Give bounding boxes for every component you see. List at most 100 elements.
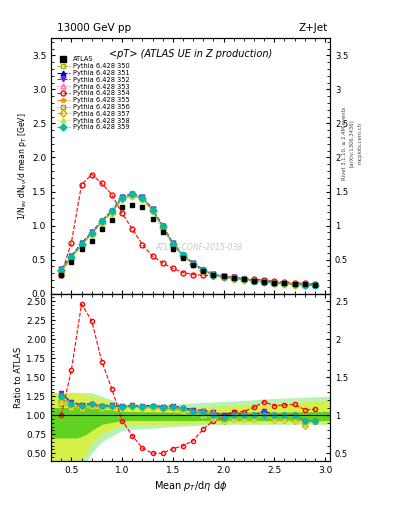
Pythia 6.428 359 — [150, 207, 155, 213]
Pythia 6.428 352 — [79, 240, 84, 246]
Pythia 6.428 354 — [89, 172, 94, 178]
Pythia 6.428 352 — [110, 207, 114, 214]
Pythia 6.428 355 — [201, 267, 206, 273]
Pythia 6.428 354 — [79, 182, 84, 188]
Pythia 6.428 352 — [99, 218, 104, 224]
Pythia 6.428 352 — [231, 274, 236, 281]
Pythia 6.428 350 — [79, 242, 84, 248]
Pythia 6.428 350 — [120, 195, 125, 201]
Pythia 6.428 357 — [120, 196, 125, 202]
Pythia 6.428 356 — [262, 279, 266, 285]
Pythia 6.428 353 — [130, 191, 135, 197]
Pythia 6.428 359 — [262, 279, 266, 285]
Pythia 6.428 357 — [312, 282, 317, 288]
Pythia 6.428 356 — [150, 207, 155, 214]
Pythia 6.428 357 — [242, 277, 246, 283]
Pythia 6.428 350 — [282, 281, 287, 287]
Pythia 6.428 356 — [130, 192, 135, 198]
Pythia 6.428 352 — [89, 229, 94, 236]
Pythia 6.428 352 — [302, 282, 307, 288]
Pythia 6.428 356 — [302, 282, 307, 288]
Pythia 6.428 351 — [130, 190, 135, 197]
Pythia 6.428 359 — [231, 275, 236, 281]
Pythia 6.428 359 — [120, 195, 125, 201]
Pythia 6.428 351 — [242, 276, 246, 283]
Pythia 6.428 353 — [89, 230, 94, 236]
Pythia 6.428 356 — [160, 224, 165, 230]
Pythia 6.428 353 — [99, 219, 104, 225]
Pythia 6.428 359 — [110, 208, 114, 215]
Pythia 6.428 358 — [292, 282, 297, 288]
Pythia 6.428 352 — [272, 280, 277, 286]
Pythia 6.428 358 — [191, 261, 195, 267]
Pythia 6.428 353 — [59, 267, 64, 273]
Pythia 6.428 350 — [130, 192, 135, 198]
Pythia 6.428 357 — [191, 261, 195, 267]
Pythia 6.428 358 — [160, 225, 165, 231]
Pythia 6.428 356 — [99, 219, 104, 225]
Pythia 6.428 353 — [312, 282, 317, 288]
Pythia 6.428 353 — [79, 241, 84, 247]
Pythia 6.428 355 — [312, 282, 317, 288]
Pythia 6.428 350 — [171, 242, 175, 248]
Pythia 6.428 354 — [160, 260, 165, 266]
Pythia 6.428 352 — [171, 240, 175, 246]
Pythia 6.428 354 — [292, 280, 297, 286]
Pythia 6.428 358 — [69, 255, 74, 261]
Pythia 6.428 359 — [292, 281, 297, 287]
Pythia 6.428 356 — [252, 278, 256, 284]
Pythia 6.428 350 — [221, 273, 226, 280]
Pythia 6.428 353 — [262, 279, 266, 285]
Pythia 6.428 355 — [221, 273, 226, 280]
Pythia 6.428 357 — [262, 279, 266, 285]
Pythia 6.428 353 — [282, 281, 287, 287]
Line: Pythia 6.428 359: Pythia 6.428 359 — [59, 192, 317, 288]
Pythia 6.428 351 — [302, 282, 307, 288]
Pythia 6.428 354 — [171, 265, 175, 271]
Pythia 6.428 355 — [130, 192, 135, 198]
Pythia 6.428 357 — [181, 253, 185, 259]
Pythia 6.428 351 — [191, 260, 195, 266]
Pythia 6.428 351 — [221, 273, 226, 279]
Pythia 6.428 351 — [89, 229, 94, 236]
Pythia 6.428 356 — [191, 261, 195, 267]
Pythia 6.428 356 — [59, 267, 64, 273]
Pythia 6.428 359 — [302, 282, 307, 288]
Pythia 6.428 357 — [59, 268, 64, 274]
Pythia 6.428 359 — [59, 267, 64, 273]
Pythia 6.428 356 — [201, 267, 206, 273]
Pythia 6.428 357 — [292, 282, 297, 288]
Pythia 6.428 359 — [201, 267, 206, 273]
Pythia 6.428 350 — [69, 255, 74, 261]
Pythia 6.428 358 — [312, 282, 317, 288]
Pythia 6.428 353 — [272, 280, 277, 286]
Pythia 6.428 358 — [282, 281, 287, 287]
Pythia 6.428 350 — [140, 195, 145, 201]
Pythia 6.428 357 — [201, 268, 206, 274]
Pythia 6.428 356 — [69, 254, 74, 261]
Line: Pythia 6.428 351: Pythia 6.428 351 — [59, 191, 317, 288]
Pythia 6.428 357 — [302, 282, 307, 288]
Pythia 6.428 353 — [120, 195, 125, 201]
Pythia 6.428 351 — [262, 279, 266, 285]
Pythia 6.428 351 — [201, 267, 206, 273]
Pythia 6.428 356 — [211, 271, 216, 278]
Pythia 6.428 359 — [99, 219, 104, 225]
Pythia 6.428 356 — [231, 275, 236, 281]
Pythia 6.428 354 — [252, 276, 256, 283]
Pythia 6.428 356 — [221, 273, 226, 280]
Pythia 6.428 359 — [79, 241, 84, 247]
Text: ATLAS-CONF-2015-038: ATLAS-CONF-2015-038 — [155, 243, 242, 252]
Pythia 6.428 358 — [272, 281, 277, 287]
Pythia 6.428 350 — [59, 269, 64, 275]
Pythia 6.428 351 — [292, 281, 297, 287]
Pythia 6.428 359 — [181, 252, 185, 258]
Pythia 6.428 354 — [59, 271, 64, 278]
Pythia 6.428 353 — [302, 282, 307, 288]
Pythia 6.428 358 — [302, 282, 307, 288]
Pythia 6.428 358 — [120, 196, 125, 202]
Pythia 6.428 359 — [252, 278, 256, 284]
Pythia 6.428 357 — [79, 242, 84, 248]
Pythia 6.428 351 — [282, 281, 287, 287]
Pythia 6.428 358 — [110, 209, 114, 216]
